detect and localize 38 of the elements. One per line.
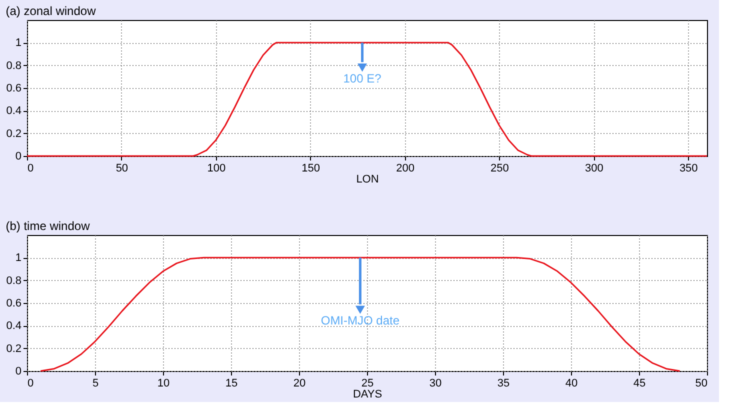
annotation: 100 E?	[343, 71, 382, 86]
chart-title: (a) zonal window	[6, 4, 96, 18]
y-tick-label: 0.2	[6, 128, 22, 140]
y-tick-label: 0.8	[6, 274, 22, 287]
y-tick-label: 0.2	[6, 342, 22, 355]
x-tick-label: 250	[490, 162, 509, 174]
x-tick-label: 300	[584, 162, 604, 174]
y-tick-label: 1	[15, 252, 22, 264]
y-tick-label: 0	[15, 366, 22, 378]
x-tick-label: 150	[302, 162, 320, 174]
x-tick-label: 35	[497, 378, 510, 390]
x-tick-label: 5	[92, 378, 99, 390]
x-tick-label: 100	[207, 162, 226, 174]
x-tick-label: 200	[396, 162, 414, 174]
annotation: OMI-MJO date	[320, 314, 400, 328]
x-tick-label: 50	[695, 378, 708, 390]
x-tick-label: 45	[633, 378, 646, 390]
x-tick-label: 25	[361, 378, 374, 390]
y-tick-label: 1	[15, 37, 22, 50]
chart-title: (b) time window	[6, 219, 90, 233]
y-tick-label: 0.4	[6, 105, 22, 118]
x-tick-label: 15	[225, 378, 238, 390]
line-series	[40, 256, 681, 372]
x-tick-label: 50	[116, 162, 128, 174]
y-tick-label: 0.6	[6, 82, 22, 94]
x-tick-label: 30	[429, 378, 442, 390]
y-tick-label: 0.8	[6, 60, 22, 72]
x-tick-label: 0	[28, 378, 34, 390]
y-tick-label: 0.6	[6, 298, 22, 310]
x-axis-title: LON	[356, 174, 379, 186]
x-tick-label: 0	[28, 162, 34, 174]
y-tick-label: 0.4	[6, 320, 22, 332]
x-tick-label: 20	[293, 378, 306, 390]
x-tick-label: 350	[679, 162, 698, 174]
x-tick-label: 40	[565, 378, 578, 390]
x-tick-label: 10	[157, 378, 170, 390]
y-tick-label: 0	[15, 150, 22, 162]
x-axis-title: DAYS	[352, 388, 382, 400]
